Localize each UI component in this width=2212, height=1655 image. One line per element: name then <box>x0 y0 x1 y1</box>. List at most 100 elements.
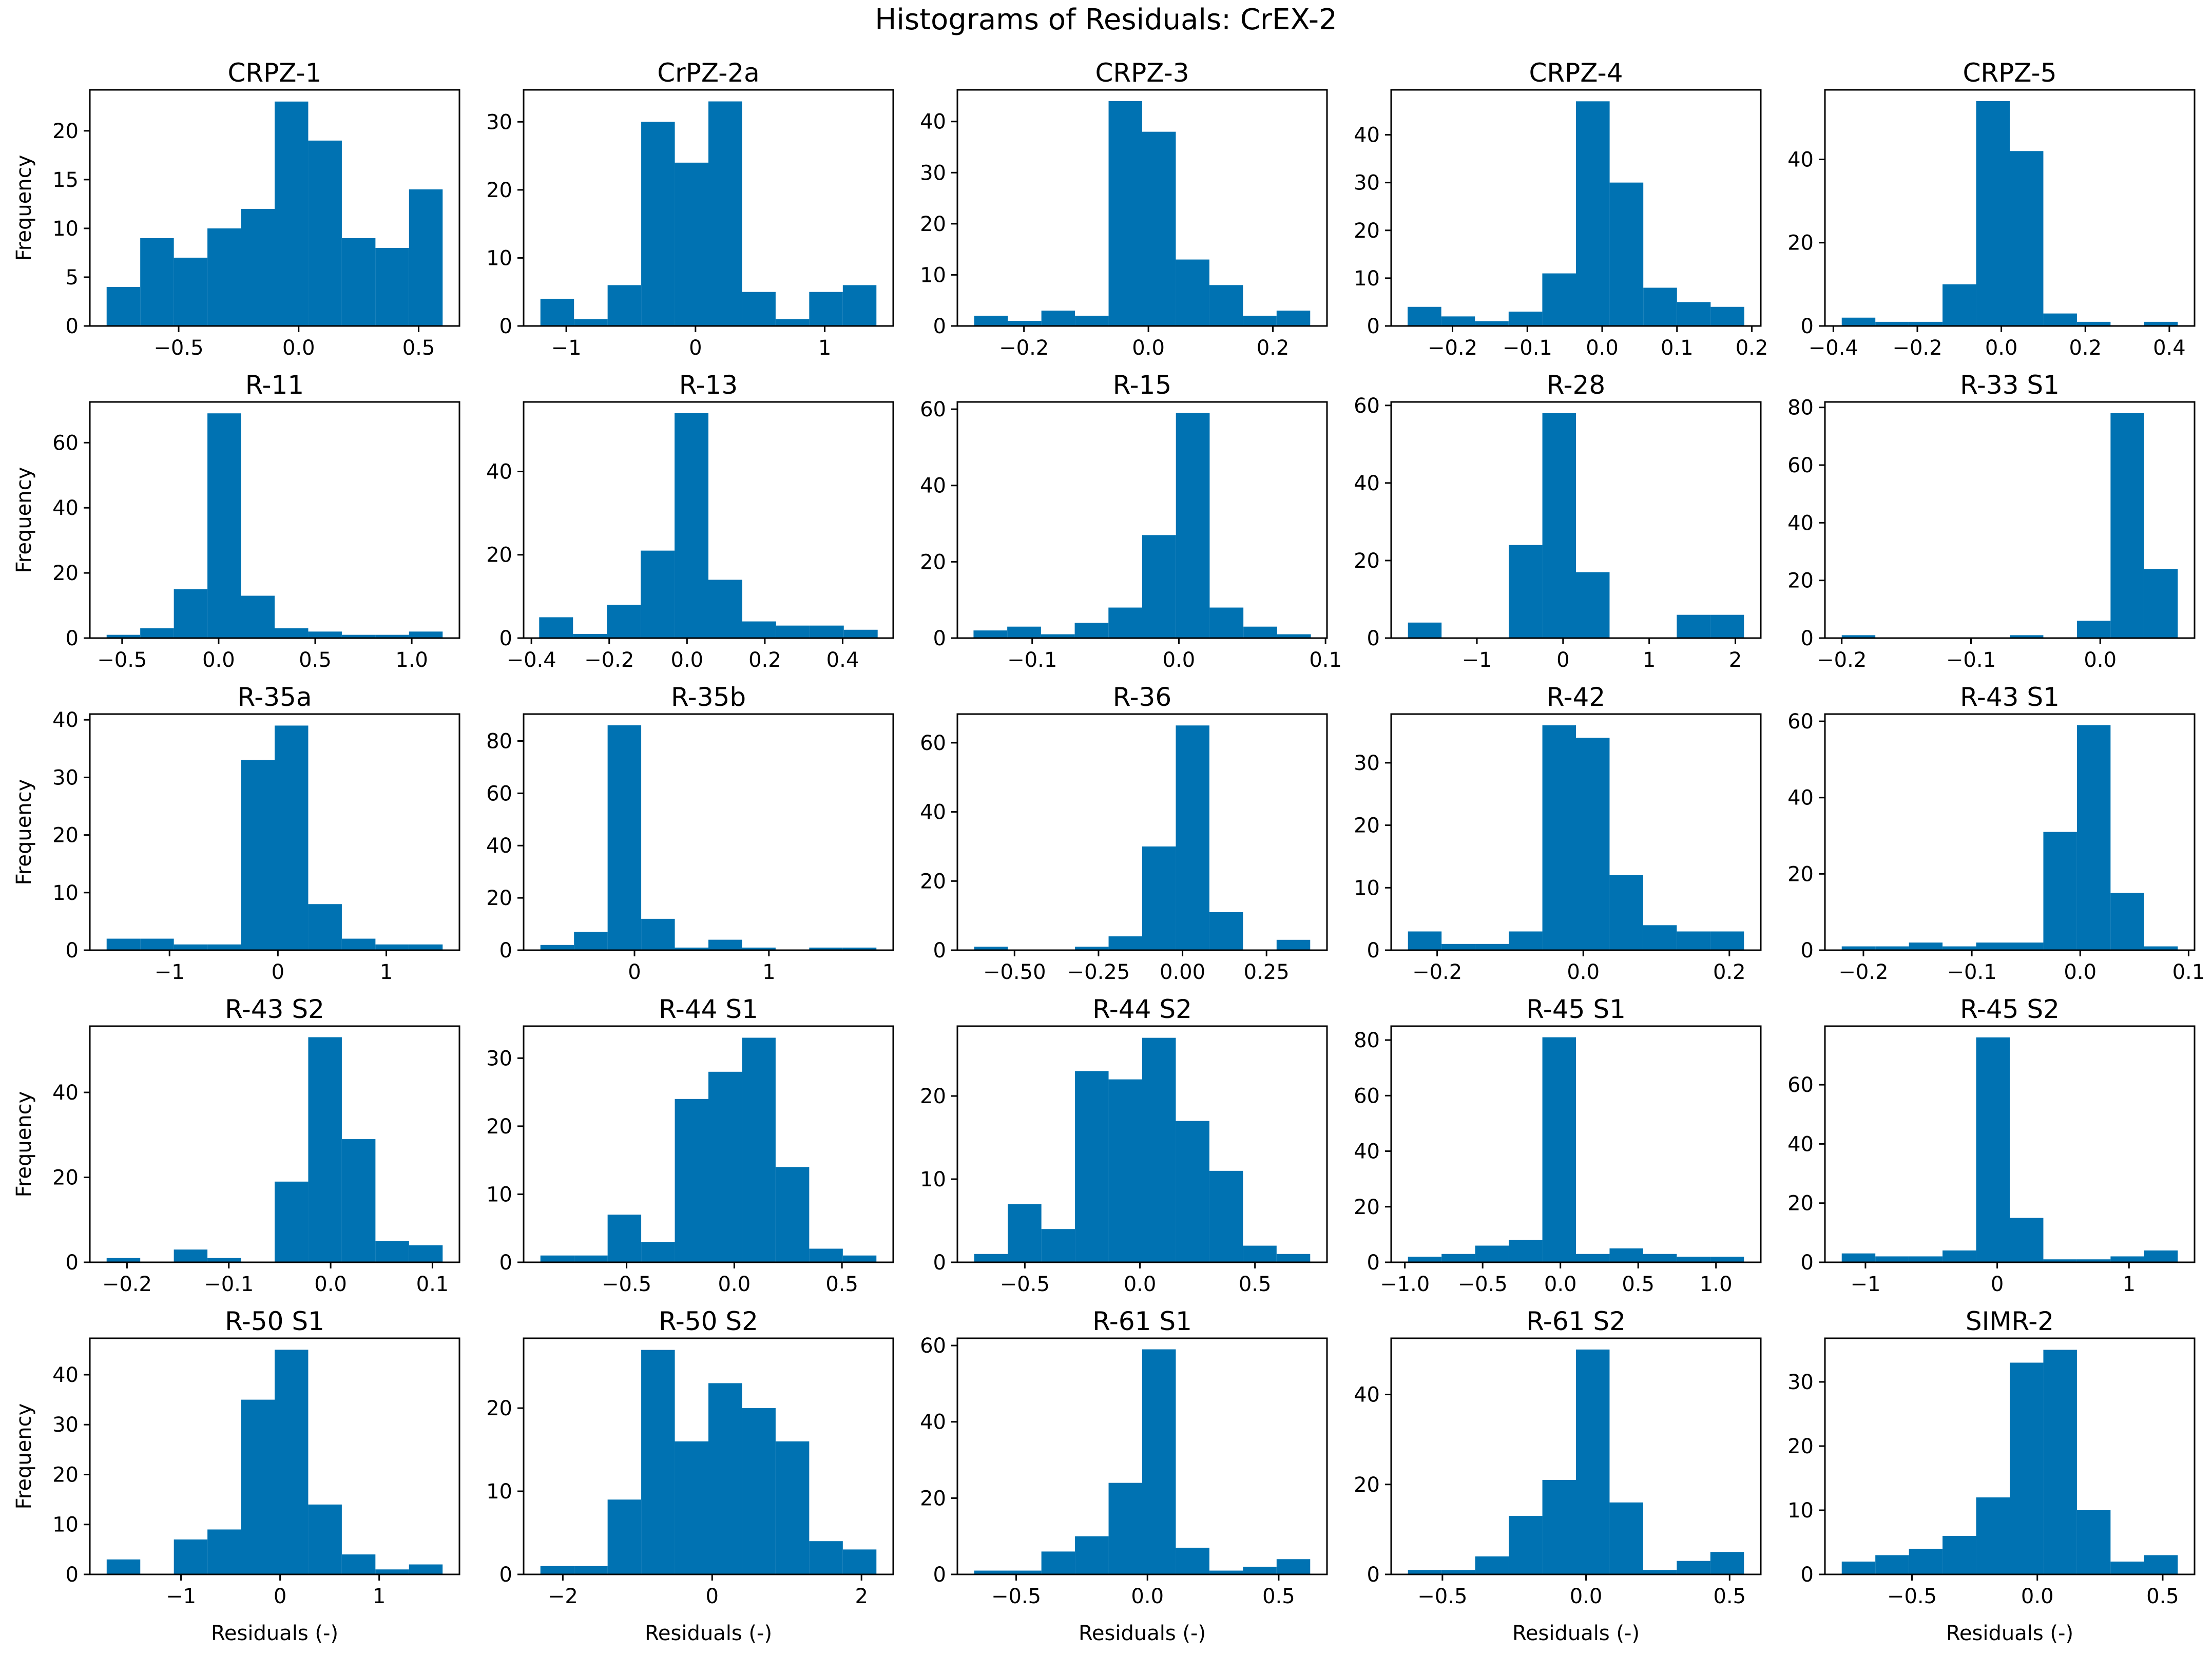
y-tick-label: 0 <box>499 627 512 650</box>
histogram-bar <box>2076 1259 2111 1262</box>
histogram-bar <box>2144 946 2178 950</box>
y-tick-label: 20 <box>920 1085 946 1108</box>
axes-frame <box>956 89 1328 327</box>
histogram-bar <box>540 1255 574 1262</box>
y-tick-label: 0 <box>499 1563 512 1587</box>
histogram-bar <box>207 413 241 638</box>
histogram-bar <box>574 932 608 950</box>
histogram-bar <box>708 939 742 950</box>
histogram-bar <box>2076 621 2111 638</box>
histogram-bar <box>742 621 776 638</box>
histogram-bar <box>308 904 342 950</box>
y-tick-label: 40 <box>920 110 946 134</box>
y-tick-label: 20 <box>920 870 946 893</box>
histogram-bar <box>106 1258 141 1262</box>
y-tick-label: 10 <box>486 246 512 270</box>
y-tick-label: 0 <box>933 1563 946 1587</box>
histogram-bar <box>2076 321 2111 326</box>
x-tick-label: 0.0 <box>2084 648 2117 672</box>
histogram-bar <box>241 595 275 638</box>
y-tick-label: 0 <box>66 1251 79 1275</box>
x-tick-label: 0.5 <box>1713 1585 1746 1608</box>
y-tick-label: 30 <box>486 110 512 134</box>
axes-frame <box>89 89 460 327</box>
y-axis-label: Frequency <box>12 467 36 573</box>
x-axis-label: Residuals (-) <box>1512 1622 1640 1645</box>
histogram-bar <box>1176 413 1210 638</box>
histogram-bar <box>1008 321 1042 326</box>
x-tick-label: 0.0 <box>1544 1273 1577 1296</box>
histogram-bar <box>207 1529 241 1574</box>
y-tick-label: 20 <box>486 1115 512 1139</box>
y-tick-label: 20 <box>1787 232 1814 255</box>
x-tick-label: −1 <box>1850 1273 1880 1296</box>
histogram-bar <box>2144 321 2178 326</box>
axes-frame <box>956 401 1328 639</box>
y-tick-label: 0 <box>1801 1563 1814 1587</box>
x-tick-label: 0.0 <box>1124 1273 1157 1296</box>
x-tick-label: 0.0 <box>202 648 235 672</box>
x-tick-label: −1 <box>155 960 185 984</box>
histogram-bar <box>1677 1561 1710 1574</box>
histogram-bar <box>1276 1254 1311 1262</box>
histogram-bar <box>1108 607 1142 638</box>
y-tick-label: 0 <box>499 1251 512 1275</box>
y-tick-label: 15 <box>52 168 79 192</box>
histogram-bar <box>539 617 573 638</box>
histogram-bar <box>140 238 174 326</box>
histogram-bar <box>1976 1497 2010 1574</box>
histogram-bar <box>1142 846 1176 950</box>
histogram-bar <box>1909 942 1943 950</box>
histogram-bar <box>1008 1570 1042 1574</box>
histogram-bar <box>275 1350 309 1574</box>
histogram-bar <box>375 1569 409 1574</box>
x-tick-label: 0 <box>1556 648 1569 672</box>
x-tick-label: −2 <box>548 1585 578 1608</box>
histogram-bar <box>1441 1254 1475 1262</box>
x-tick-label: −0.4 <box>507 648 556 672</box>
y-tick-label: 20 <box>52 562 79 585</box>
y-tick-label: 20 <box>52 824 79 848</box>
histogram-bar <box>1710 931 1744 950</box>
y-tick-label: 30 <box>52 766 79 790</box>
x-tick-label: −0.5 <box>1417 1585 1467 1608</box>
histogram-bar <box>1542 273 1576 326</box>
histogram-bar <box>742 947 776 950</box>
axes-frame <box>1390 1337 1762 1575</box>
x-tick-label: 0.2 <box>748 648 781 672</box>
histogram-bar <box>675 1441 708 1574</box>
y-axis-label: Frequency <box>12 155 36 261</box>
axes-frame <box>1390 89 1762 327</box>
histogram-bar <box>1108 1483 1142 1574</box>
axes-frame <box>523 713 894 951</box>
y-tick-label: 40 <box>1787 1132 1814 1156</box>
y-tick-label: 0 <box>1367 315 1380 338</box>
histogram-bar <box>2144 569 2178 638</box>
x-tick-label: 0.2 <box>2069 336 2102 360</box>
histogram-bar <box>974 947 1008 950</box>
y-tick-label: 40 <box>1354 124 1380 147</box>
y-tick-label: 10 <box>52 217 79 241</box>
y-tick-label: 30 <box>486 1047 512 1070</box>
histogram-bar <box>574 1255 608 1262</box>
histogram-bar <box>1643 925 1677 950</box>
x-tick-label: 1 <box>1643 648 1656 672</box>
histogram-bar <box>742 292 776 326</box>
subplot-23: −0.5 0.0 0.5 0 20 40 R-61 S2 Residuals (-) <box>1354 1306 1762 1645</box>
y-tick-label: 20 <box>486 1397 512 1420</box>
histogram-bar <box>1276 311 1311 326</box>
histogram-bar <box>775 1167 810 1262</box>
histogram-bar <box>742 1408 776 1574</box>
histogram-bar <box>106 634 141 638</box>
histogram-bar <box>775 1441 810 1574</box>
subplot-6: −0.4 −0.2 0.0 0.2 0.4 0 20 40 R-13 <box>486 370 894 672</box>
y-tick-label: 40 <box>52 1363 79 1387</box>
histogram-bar <box>1041 1551 1075 1574</box>
y-tick-label: 0 <box>66 1563 79 1587</box>
axes-frame <box>89 1025 460 1263</box>
histogram-bar <box>2010 151 2044 326</box>
x-tick-label: 0.1 <box>1309 648 1342 672</box>
histogram-bar <box>1176 1121 1209 1262</box>
histogram-bar <box>1576 1254 1610 1262</box>
